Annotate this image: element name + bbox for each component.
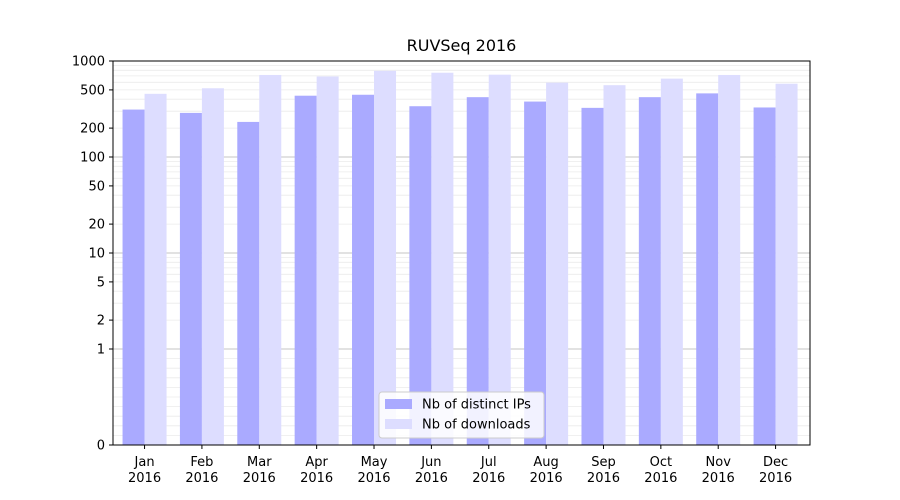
y-tick-label: 5 bbox=[97, 275, 105, 290]
y-axis: 0 1 2 5 10 20 50 100 200 500 1000 bbox=[72, 55, 113, 454]
bar-distinct-ips bbox=[122, 109, 145, 445]
y-tick-label: 1 bbox=[97, 343, 105, 358]
bar-distinct-ips bbox=[638, 97, 661, 446]
bar-distinct-ips bbox=[466, 97, 489, 446]
chart-title: RUVSeq 2016 bbox=[407, 36, 517, 55]
x-tick-label-year: 2016 bbox=[128, 471, 161, 486]
y-tick-label: 20 bbox=[88, 218, 105, 233]
x-tick-label-year: 2016 bbox=[530, 471, 563, 486]
x-tick-label-month: Feb bbox=[190, 455, 213, 470]
legend-swatch bbox=[385, 419, 412, 429]
x-tick-label-month: Aug bbox=[533, 455, 558, 470]
x-tick-label-month: Mar bbox=[247, 455, 272, 470]
x-tick-label-month: Jan bbox=[134, 455, 155, 470]
x-tick-label-year: 2016 bbox=[300, 471, 333, 486]
y-tick-label: 100 bbox=[80, 151, 105, 166]
x-tick-label-year: 2016 bbox=[702, 471, 735, 486]
legend-label: Nb of downloads bbox=[422, 418, 531, 433]
legend-box bbox=[378, 391, 545, 439]
legend-label: Nb of distinct IPs bbox=[422, 398, 531, 413]
bar-distinct-ips bbox=[294, 95, 317, 446]
x-tick-label-month: May bbox=[361, 455, 388, 470]
bar-downloads bbox=[546, 82, 569, 446]
x-tick-label-month: Oct bbox=[650, 455, 672, 470]
bar-downloads bbox=[201, 88, 224, 446]
y-tick-label: 0 bbox=[97, 439, 105, 454]
bar-downloads bbox=[775, 83, 798, 446]
x-tick-label-year: 2016 bbox=[587, 471, 620, 486]
x-tick-label-month: Jun bbox=[420, 455, 441, 470]
bar-downloads bbox=[374, 70, 397, 446]
y-tick-label: 2 bbox=[97, 314, 105, 329]
bar-downloads bbox=[316, 76, 339, 445]
x-tick-label-year: 2016 bbox=[472, 471, 505, 486]
bar-downloads bbox=[660, 78, 683, 445]
bar-distinct-ips bbox=[524, 101, 547, 445]
bar-distinct-ips bbox=[409, 106, 432, 445]
legend-swatch bbox=[385, 399, 412, 409]
legend: Nb of distinct IPs Nb of downloads bbox=[378, 391, 545, 439]
y-tick-label: 10 bbox=[88, 247, 105, 262]
bar-downloads bbox=[718, 74, 741, 445]
x-tick-label-month: Apr bbox=[305, 455, 328, 470]
x-tick-label-year: 2016 bbox=[759, 471, 792, 486]
bar-downloads bbox=[603, 85, 626, 445]
x-tick-label-year: 2016 bbox=[185, 471, 218, 486]
bar-distinct-ips bbox=[352, 94, 375, 445]
bar-distinct-ips bbox=[753, 107, 776, 446]
x-tick-label-month: Sep bbox=[591, 455, 616, 470]
x-tick-label-month: Nov bbox=[706, 455, 732, 470]
y-tick-label: 1000 bbox=[72, 55, 105, 70]
x-tick-label-year: 2016 bbox=[243, 471, 276, 486]
bar-downloads bbox=[431, 72, 454, 445]
bars bbox=[122, 70, 798, 446]
bar-distinct-ips bbox=[696, 93, 719, 446]
bar-downloads bbox=[488, 74, 511, 446]
x-tick-label-month: Jul bbox=[480, 455, 497, 470]
x-tick-label-year: 2016 bbox=[357, 471, 390, 486]
x-tick-label-year: 2016 bbox=[644, 471, 677, 486]
x-tick-label-month: Dec bbox=[763, 455, 788, 470]
x-tick-label-year: 2016 bbox=[415, 471, 448, 486]
bar-distinct-ips bbox=[237, 121, 260, 446]
bar-distinct-ips bbox=[581, 107, 604, 446]
bar-distinct-ips bbox=[179, 112, 202, 446]
y-tick-label: 500 bbox=[80, 83, 105, 98]
y-tick-label: 50 bbox=[88, 179, 105, 194]
bar-downloads bbox=[259, 74, 282, 445]
bar-downloads bbox=[144, 93, 167, 445]
y-tick-label: 200 bbox=[80, 122, 105, 137]
grid bbox=[113, 60, 810, 436]
x-axis: Jan2016Feb2016Mar2016Apr2016May2016Jun20… bbox=[128, 445, 792, 486]
